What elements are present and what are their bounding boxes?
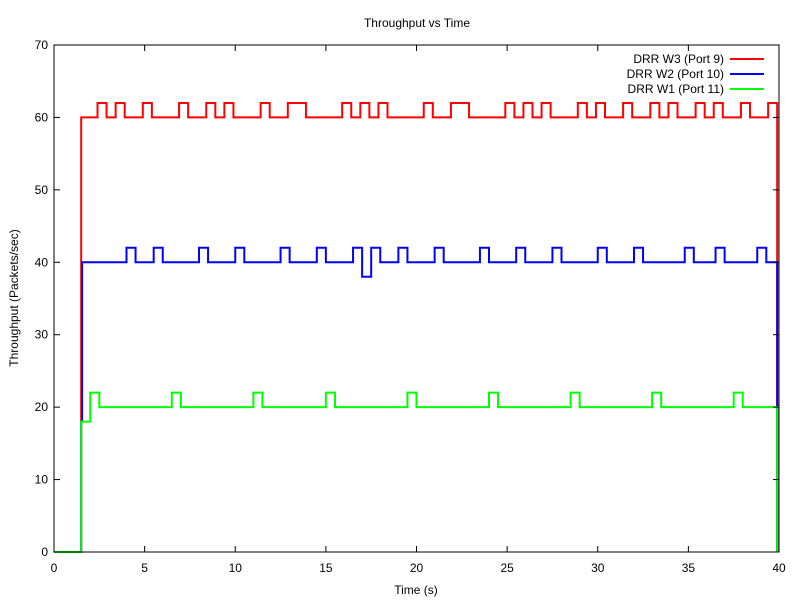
x-axis-title: Time (s)	[394, 583, 438, 597]
series-line-3	[54, 391, 779, 553]
x-tick-label: 25	[500, 561, 514, 575]
plot-frame	[53, 44, 780, 553]
y-tick-label: 0	[41, 545, 48, 559]
x-tick-label: 35	[682, 561, 696, 575]
plot-area	[54, 101, 779, 553]
legend-label: DRR W3 (Port 9)	[633, 52, 724, 66]
y-tick-label: 70	[35, 38, 49, 52]
series-line-1	[54, 101, 779, 553]
x-tick-label: 5	[141, 561, 148, 575]
x-tick-label: 15	[319, 561, 333, 575]
legend-label: DRR W2 (Port 10)	[627, 67, 724, 81]
x-tick-label: 10	[229, 561, 243, 575]
x-tick-label: 0	[51, 561, 58, 575]
y-tick-label: 40	[35, 255, 49, 269]
y-tick-label: 60	[35, 110, 49, 124]
y-tick-label: 50	[35, 183, 49, 197]
y-axis-title: Throughput (Packets/sec)	[7, 229, 21, 366]
legend-label: DRR W1 (Port 11)	[628, 82, 724, 96]
chart-title: Throughput vs Time	[364, 16, 470, 30]
series-line-2	[54, 246, 779, 553]
y-tick-label: 10	[35, 473, 49, 487]
x-tick-label: 30	[591, 561, 605, 575]
legend: DRR W3 (Port 9)DRR W2 (Port 10)DRR W1 (P…	[627, 52, 764, 96]
x-tick-label: 40	[772, 561, 786, 575]
y-tick-label: 30	[35, 328, 49, 342]
x-tick-label: 20	[410, 561, 424, 575]
axis-ticks: 0 5 10 15 20 25 30 35 40 0 10 20 30 40 50 60 70	[35, 38, 786, 575]
y-tick-label: 20	[35, 400, 49, 414]
